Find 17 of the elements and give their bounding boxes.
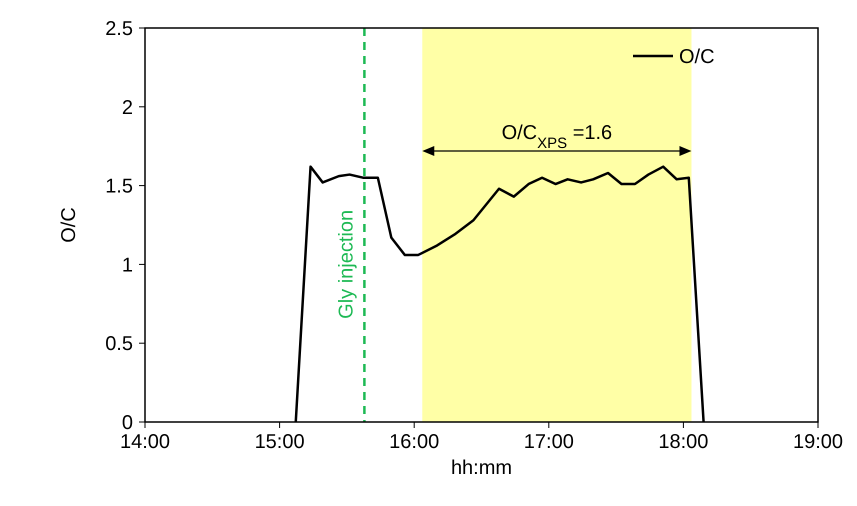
x-tick-label: 16:00	[389, 431, 440, 453]
y-tick-label: 1	[122, 254, 133, 276]
y-tick-label: 0.5	[105, 333, 133, 356]
x-axis-title: hh:mm	[450, 457, 512, 479]
y-tick-label: 0	[122, 412, 133, 434]
x-tick-label: 14:00	[120, 431, 170, 453]
x-tick-label: 18:00	[658, 431, 708, 453]
x-tick-label: 17:00	[524, 431, 574, 453]
x-tick-label: 19:00	[792, 431, 844, 453]
y-tick-label: 2.5	[105, 18, 133, 40]
y-axis-title: O/C	[58, 207, 80, 243]
ref-line-label: Gly injection	[335, 210, 358, 319]
y-tick-label: 1.5	[105, 176, 133, 198]
legend-label: O/C	[679, 46, 715, 68]
annotation: O/C$_{XPS}$ =1.6	[502, 122, 612, 152]
y-tick-label: 2	[122, 96, 133, 119]
x-tick-label: 15:00	[254, 431, 305, 453]
